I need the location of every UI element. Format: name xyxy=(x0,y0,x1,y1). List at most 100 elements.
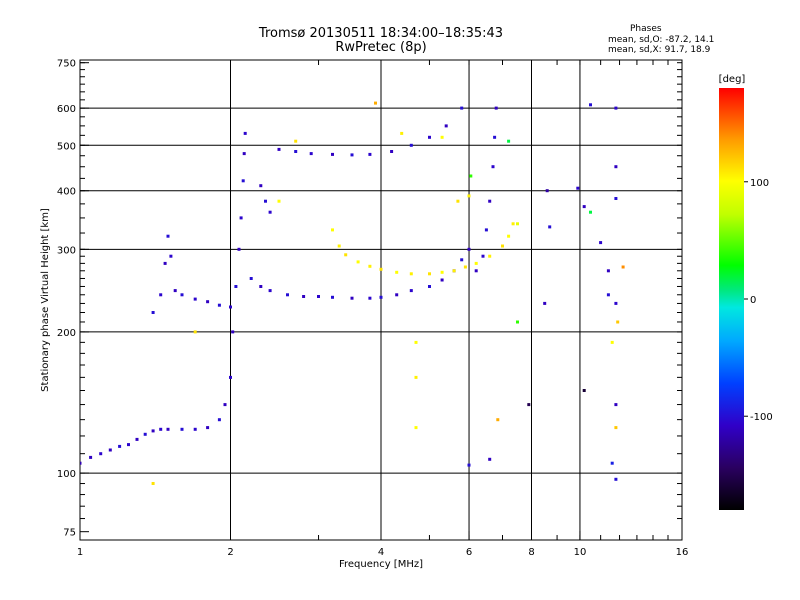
echo-point xyxy=(488,199,492,203)
echo-point xyxy=(414,426,418,430)
x-tick-label: 8 xyxy=(528,547,534,558)
echo-point xyxy=(294,150,298,153)
echo-point xyxy=(151,482,155,485)
echo-point xyxy=(467,194,471,198)
echo-point xyxy=(481,254,485,258)
x-tick-label: 16 xyxy=(676,547,689,558)
echo-point xyxy=(545,189,549,193)
echo-point xyxy=(163,261,167,265)
echo-point xyxy=(350,153,354,157)
colorbar-tick-label: -100 xyxy=(750,412,773,423)
echo-point xyxy=(527,403,531,407)
echo-point xyxy=(460,258,464,262)
y-axis-label: Stationary phase Virtual Height [km] xyxy=(40,208,51,392)
echo-point xyxy=(516,320,519,324)
echo-point xyxy=(606,269,610,273)
y-tick-label: 750 xyxy=(57,59,76,70)
echo-point xyxy=(277,199,281,203)
echo-point xyxy=(294,139,298,143)
echo-point xyxy=(309,152,313,156)
echo-point xyxy=(469,174,473,178)
y-tick-label: 600 xyxy=(57,104,76,115)
echo-point xyxy=(516,222,519,226)
echo-point xyxy=(440,278,444,282)
echo-point xyxy=(259,285,263,288)
echo-point xyxy=(614,106,618,110)
echo-point xyxy=(268,289,272,293)
y-tick-label: 500 xyxy=(57,141,76,152)
echo-point xyxy=(159,293,163,297)
colorbar-tick-label: 0 xyxy=(750,295,756,306)
echo-point xyxy=(395,293,399,297)
echo-point xyxy=(317,295,320,298)
echo-point xyxy=(589,103,592,107)
colorbar-label: [deg] xyxy=(719,74,746,85)
echo-point xyxy=(264,199,267,203)
echo-point xyxy=(610,461,614,465)
chart-title-line2: RwPretec (8p) xyxy=(335,40,427,55)
echo-point xyxy=(193,297,197,301)
echo-point xyxy=(589,210,592,214)
echo-point xyxy=(494,106,498,110)
x-tick-label: 4 xyxy=(378,547,384,558)
echo-point xyxy=(474,261,478,265)
echo-point xyxy=(493,135,497,139)
y-tick-label: 300 xyxy=(57,245,76,256)
echo-point xyxy=(440,270,444,274)
echo-point xyxy=(511,222,515,226)
echo-point xyxy=(108,448,112,452)
echo-point xyxy=(440,135,444,139)
echo-point xyxy=(337,244,341,248)
phase-stats-o: mean, sd,O: -87.2, 14.1 xyxy=(608,35,715,45)
echo-point xyxy=(452,269,456,273)
echo-point xyxy=(344,253,348,257)
echo-point xyxy=(159,427,163,431)
echo-point xyxy=(249,277,253,280)
echo-point xyxy=(193,330,197,334)
echo-point xyxy=(206,426,210,430)
echo-point xyxy=(277,147,281,151)
echo-point xyxy=(80,461,82,465)
y-tick-label: 100 xyxy=(57,469,76,480)
colorbar-ticks: 100 0 -100 xyxy=(744,178,773,423)
echo-point xyxy=(444,124,448,128)
echo-point xyxy=(242,152,246,156)
echo-point xyxy=(543,301,547,305)
echo-point xyxy=(229,305,232,309)
x-tick-label: 2 xyxy=(227,547,233,558)
echo-point xyxy=(223,403,227,407)
echo-point xyxy=(166,427,170,431)
echo-point xyxy=(614,426,618,430)
echo-point xyxy=(463,265,467,269)
echo-point xyxy=(614,165,618,169)
colorbar-tick-label: 100 xyxy=(750,178,769,189)
echo-point xyxy=(169,254,173,258)
x-tick-label: 6 xyxy=(466,547,472,558)
echo-point xyxy=(143,432,147,436)
echo-point xyxy=(180,427,184,431)
echo-point xyxy=(548,225,552,229)
echo-point xyxy=(368,264,372,268)
echo-point xyxy=(331,228,334,232)
echo-point xyxy=(89,455,93,459)
echo-point xyxy=(488,254,492,258)
echo-point xyxy=(151,429,155,433)
echo-point xyxy=(217,418,221,422)
echo-point xyxy=(229,375,232,379)
phase-heading: Phases xyxy=(630,24,662,34)
y-tick-label: 200 xyxy=(57,328,76,339)
echo-point xyxy=(217,303,221,307)
echo-point xyxy=(400,131,404,135)
data-points xyxy=(80,101,625,485)
echo-point xyxy=(395,270,399,274)
echo-point xyxy=(428,135,431,139)
echo-point xyxy=(460,106,464,110)
echo-point xyxy=(576,186,580,190)
echo-point xyxy=(379,295,383,299)
echo-point xyxy=(507,234,511,238)
echo-point xyxy=(414,340,418,344)
echo-point xyxy=(331,295,334,299)
echo-point xyxy=(231,330,235,334)
x-tick-label: 10 xyxy=(574,547,587,558)
echo-point xyxy=(467,247,471,251)
